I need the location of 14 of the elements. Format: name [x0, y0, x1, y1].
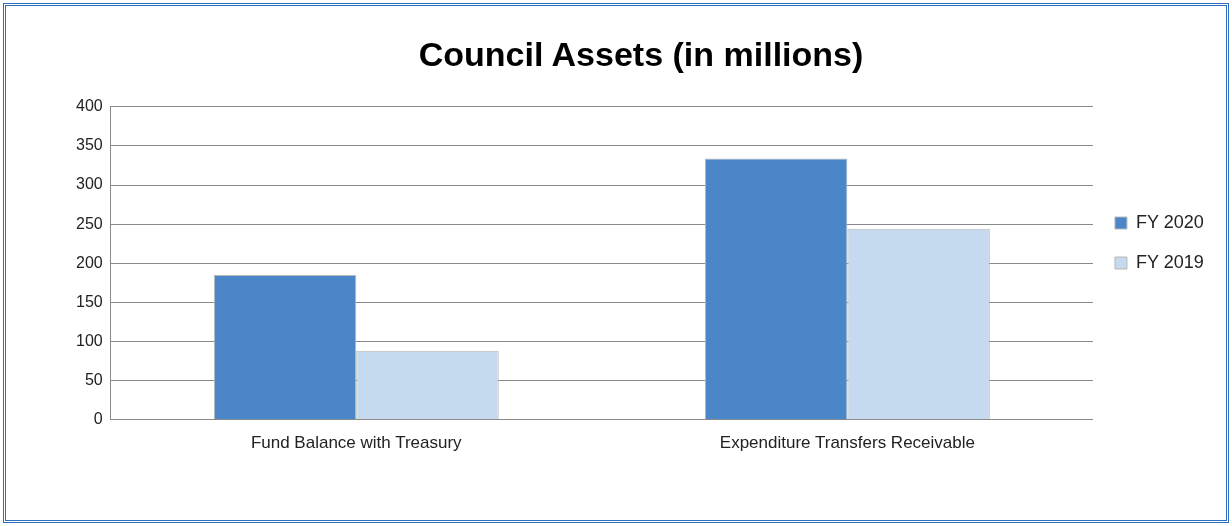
y-tick-label: 400 [75, 97, 103, 115]
legend-label: FY 2020 [1135, 211, 1204, 232]
y-tick-label: 300 [75, 175, 103, 193]
y-tick-label: 100 [75, 331, 103, 349]
y-tick-label: 250 [75, 214, 103, 232]
y-tick-label: 150 [75, 292, 103, 310]
chart-title: Council Assets (in millions) [418, 34, 864, 73]
legend-label: FY 2019 [1135, 251, 1204, 272]
y-tick-label: 350 [75, 136, 103, 154]
y-tick-label: 0 [93, 410, 103, 428]
y-tick-label: 200 [75, 253, 103, 271]
x-tick-label: Fund Balance with Treasury [250, 433, 463, 453]
x-tick-label: Expenditure Transfers Receivable [719, 433, 975, 453]
y-tick-label: 50 [84, 370, 103, 388]
